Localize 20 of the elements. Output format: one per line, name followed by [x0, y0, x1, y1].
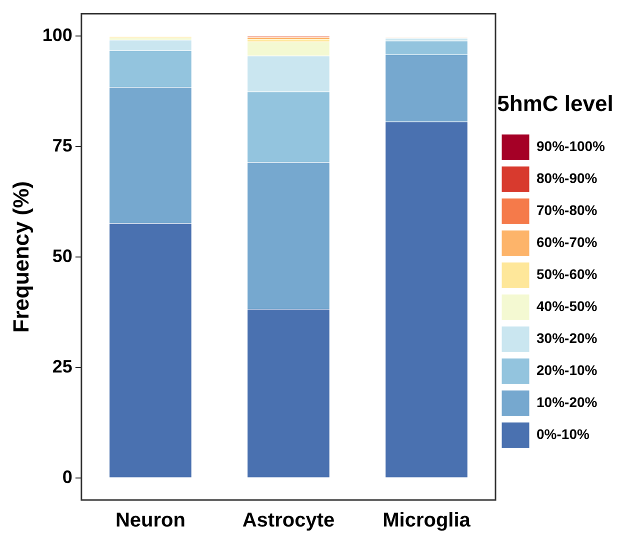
y-tick-label: 25 — [52, 356, 72, 376]
y-axis-title: Frequency (%) — [8, 181, 34, 333]
legend-label: 90%-100% — [536, 138, 606, 154]
legend-title: 5hmC level — [497, 90, 614, 116]
legend-label: 60%-70% — [536, 234, 598, 250]
y-tick-label: 100 — [42, 24, 72, 45]
y-tick-label: 0 — [62, 466, 72, 487]
legend-label: 80%-90% — [536, 170, 598, 186]
legend-label: 20%-10% — [536, 362, 598, 378]
x-tick-label: Neuron — [115, 510, 186, 532]
y-tick-label: 75 — [52, 135, 72, 156]
legend-label: 0%-10% — [536, 426, 590, 442]
legend-label: 10%-20% — [536, 394, 598, 410]
y-tick-label: 50 — [52, 246, 72, 266]
legend-label: 30%-20% — [536, 330, 598, 346]
legend-label: 40%-50% — [536, 298, 598, 314]
x-tick-label: Microglia — [382, 510, 472, 532]
legend-label: 50%-60% — [536, 266, 598, 282]
x-tick-label: Astrocyte — [242, 510, 335, 532]
legend-label: 70%-80% — [536, 202, 598, 218]
